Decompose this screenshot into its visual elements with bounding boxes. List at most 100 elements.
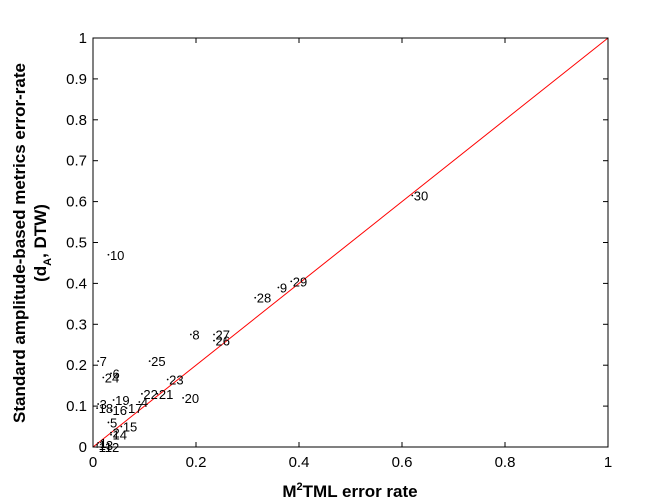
data-point: 22: [141, 387, 158, 402]
data-point-marker: [112, 399, 115, 401]
data-point-label: 11: [99, 440, 113, 455]
y-tick-label: 0.7: [66, 153, 87, 170]
data-point-label: 14: [113, 428, 127, 443]
data-point: 27: [213, 328, 230, 343]
data-point-label: 10: [110, 248, 124, 263]
data-point-label: 6: [113, 366, 120, 381]
data-point: 29: [290, 274, 307, 289]
data-point-marker: [120, 425, 123, 428]
data-point-marker: [189, 333, 192, 336]
data-point-marker: [102, 376, 105, 379]
data-point-marker: [166, 378, 169, 381]
x-axis-title-base: M: [282, 482, 296, 501]
data-point-marker: [182, 397, 185, 399]
x-axis-title-superscript: 2: [297, 481, 303, 493]
data-point: 30: [411, 188, 428, 203]
y-axis-title-line1: Standard amplitude-based metrics error-r…: [10, 63, 29, 423]
data-point: 19: [112, 393, 130, 408]
data-point: 18: [96, 401, 113, 416]
data-point-marker: [290, 280, 293, 283]
data-point: 24: [102, 370, 119, 385]
data-point: 1: [97, 436, 107, 451]
data-point: 28: [254, 291, 271, 306]
data-point-marker: [97, 403, 100, 405]
data-point-label: 28: [257, 291, 271, 306]
data-point-label: 7: [100, 354, 107, 369]
data-point-label: 23: [169, 373, 183, 388]
data-point-label: 8: [192, 328, 199, 343]
y-tick-label: 0.8: [66, 112, 87, 129]
x-tick-label: 1: [604, 454, 612, 471]
data-point-marker: [411, 194, 414, 197]
data-point-marker: [96, 444, 99, 446]
x-tick-label: 0.2: [186, 454, 207, 471]
data-point: 7: [97, 354, 107, 369]
data-point-marker: [277, 286, 280, 289]
y-tick-label: 0.1: [66, 398, 87, 415]
x-tick-label: 0.8: [495, 454, 516, 471]
x-tick-label: 0: [89, 454, 97, 471]
y-tick-label: 1: [79, 30, 87, 47]
data-point: 11: [96, 440, 112, 455]
data-point: 17: [125, 401, 142, 416]
x-tick-label: 0.4: [289, 454, 310, 471]
data-point: 23: [166, 373, 184, 388]
data-point-marker: [97, 442, 100, 444]
y-tick-label: 0: [79, 439, 87, 456]
y-axis-title-line2-prefix: (d: [31, 266, 50, 282]
data-point-label: 24: [105, 370, 119, 385]
data-point-label: 21: [159, 387, 173, 402]
data-point: 9: [277, 280, 287, 295]
data-point: 5: [107, 415, 117, 430]
data-point-marker: [107, 253, 110, 256]
data-point: 25: [148, 354, 166, 369]
data-point-label: 22: [143, 387, 157, 402]
data-point-marker: [110, 431, 112, 434]
y-tick-label: 0.2: [66, 357, 87, 374]
data-point-marker: [110, 409, 112, 412]
data-point-label: 16: [113, 403, 127, 418]
y-tick-label: 0.3: [66, 316, 87, 333]
data-point-label: 30: [414, 188, 428, 203]
data-point-marker: [141, 392, 143, 395]
y-axis-title-line2-suffix: , DTW): [31, 204, 50, 258]
y-tick-label: 0.6: [66, 194, 87, 211]
data-point: 8: [189, 328, 200, 343]
x-axis: 0 0.2 0.4 0.6 0.8 1: [89, 38, 612, 471]
reference-line-layer: [92, 37, 609, 448]
data-point-label: 1: [100, 436, 107, 451]
data-point-label: 19: [115, 393, 129, 408]
data-point: 3: [97, 397, 107, 412]
x-axis-title: M2TML error rate: [282, 481, 417, 501]
data-point: 26: [213, 334, 230, 349]
identity-reference-line: [92, 37, 609, 448]
data-point: 14: [110, 428, 127, 443]
y-axis: 0 0.1 0.2 0.3 0.4 0.5 0.6 0.7 0.8 0.9 1: [66, 30, 608, 456]
data-point: 6: [110, 366, 120, 381]
data-point-marker: [148, 360, 151, 363]
data-point-marker: [125, 407, 128, 410]
data-point-label: 2: [113, 426, 120, 441]
y-axis-title-subscript: A: [42, 258, 54, 266]
data-point-label: 9: [280, 280, 287, 295]
data-point-label: 18: [99, 401, 113, 416]
data-point-marker: [110, 372, 112, 375]
y-tick-label: 0.9: [66, 71, 87, 88]
data-point-label: 26: [216, 334, 230, 349]
data-point: 4: [138, 395, 148, 410]
data-point-label: 13: [99, 438, 113, 453]
data-point-label: 17: [128, 401, 142, 416]
data-point-marker: [138, 401, 141, 403]
data-point-marker: [110, 433, 112, 436]
data-point-label: 4: [141, 395, 148, 410]
data-point-label: 5: [110, 415, 117, 430]
data-point-marker: [107, 421, 110, 424]
data-point-marker: [156, 392, 159, 395]
y-axis-title-line2: (dA, DTW): [31, 204, 54, 282]
data-point: 13: [96, 438, 113, 453]
data-point: 12: [102, 440, 119, 455]
data-point-marker: [96, 407, 99, 410]
data-point-label: 3: [100, 397, 107, 412]
data-point-label: 29: [293, 274, 307, 289]
